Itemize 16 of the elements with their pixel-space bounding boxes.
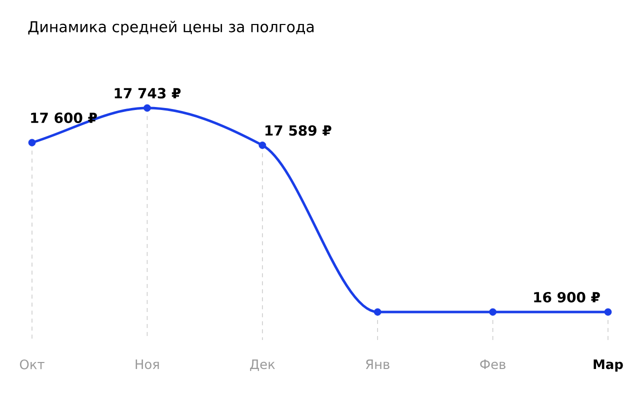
x-tick-label: Фев [480,360,506,370]
point [604,308,612,316]
x-tick-label: Дек [250,360,275,371]
point [258,142,266,149]
point [28,138,36,146]
x-tick-label: Окт [20,360,44,370]
point [374,308,382,316]
data-label: 16 900 ₽ [534,292,600,302]
point [489,308,497,316]
x-tick-label: Ноя [136,360,159,370]
point [144,104,151,112]
x-tick-label: Янв [366,360,390,369]
data-label: 17 743 ₽ [114,88,181,98]
data-label: 17 589 ₽ [266,125,332,136]
x-tick-label: Мар [594,360,623,372]
chart-title: Динамика средней цены за полгода [28,20,314,36]
